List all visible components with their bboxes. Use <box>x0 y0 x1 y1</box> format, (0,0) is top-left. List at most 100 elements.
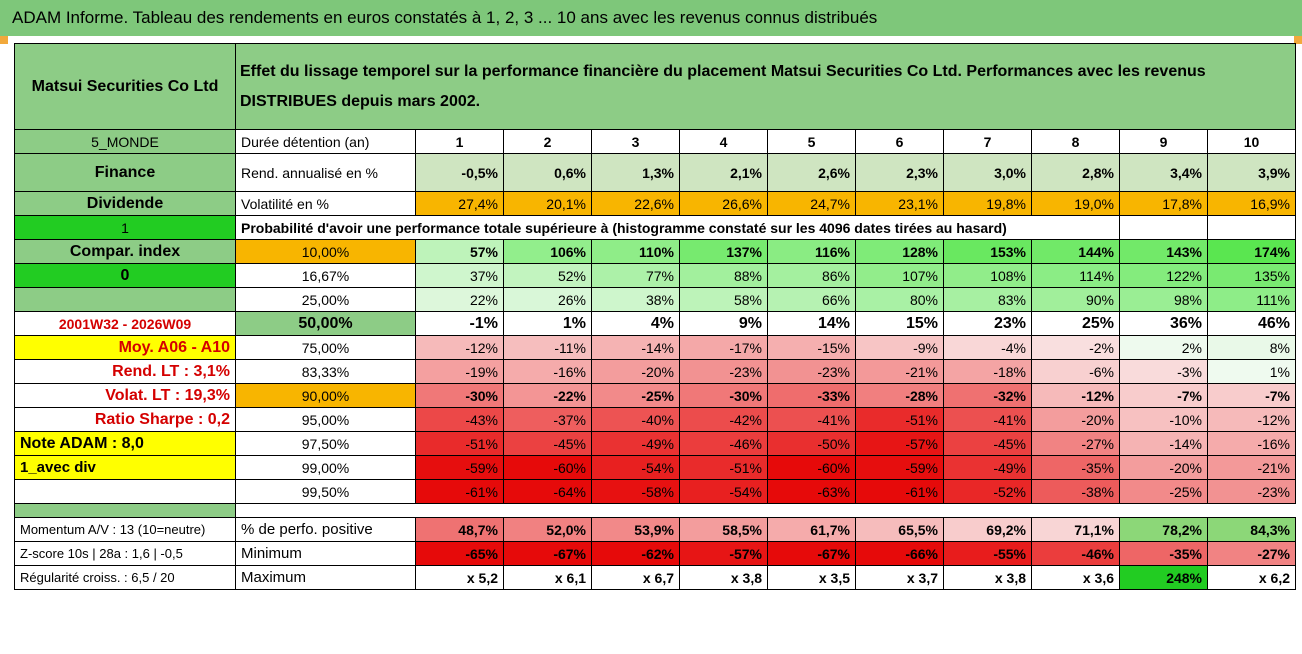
indicator-cell: Z-score 10s | 28a : 1,6 | -0,5 <box>14 541 236 566</box>
rend-cell: 3,4% <box>1119 153 1208 192</box>
percentile-cell: 90,00% <box>235 383 416 408</box>
percentile-cell: 50,00% <box>235 311 416 336</box>
value-cell: 135% <box>1207 263 1296 288</box>
value-cell: 107% <box>855 263 944 288</box>
value-cell: 8% <box>1207 335 1296 360</box>
value-cell: -4% <box>943 335 1032 360</box>
stat-cell: 61,7% <box>767 517 856 542</box>
value-cell: -12% <box>415 335 504 360</box>
vol-cell: 19,0% <box>1031 191 1120 216</box>
value-cell: -45% <box>943 431 1032 456</box>
value-cell: 46% <box>1207 311 1296 336</box>
vol-cell: 22,6% <box>591 191 680 216</box>
vol-cell: 17,8% <box>1119 191 1208 216</box>
value-cell: -58% <box>591 479 680 504</box>
value-cell: -23% <box>1207 479 1296 504</box>
side-info-cell: Ratio Sharpe : 0,2 <box>14 407 236 432</box>
value-cell: 25% <box>1031 311 1120 336</box>
rend-cell: -0,5% <box>415 153 504 192</box>
value-cell: 86% <box>767 263 856 288</box>
stat-cell: -55% <box>943 541 1032 566</box>
value-cell: 22% <box>415 287 504 312</box>
value-cell: -25% <box>591 383 680 408</box>
value-cell: 137% <box>679 239 768 264</box>
value-cell: -61% <box>855 479 944 504</box>
percentile-cell: 95,00% <box>235 407 416 432</box>
value-cell: 36% <box>1119 311 1208 336</box>
vol-cell: 27,4% <box>415 191 504 216</box>
value-cell: -30% <box>679 383 768 408</box>
year-cell: 3 <box>591 129 680 154</box>
indicator-cell: Momentum A/V : 13 (10=neutre) <box>14 517 236 542</box>
rend-cell: 2,6% <box>767 153 856 192</box>
zone-cell: 5_MONDE <box>14 129 236 154</box>
value-cell: -25% <box>1119 479 1208 504</box>
value-cell: 98% <box>1119 287 1208 312</box>
value-cell: -59% <box>855 455 944 480</box>
rend-cell: 3,0% <box>943 153 1032 192</box>
value-cell: -12% <box>1207 407 1296 432</box>
value-cell: -10% <box>1119 407 1208 432</box>
vol-cell: 19,8% <box>943 191 1032 216</box>
value-cell: -33% <box>767 383 856 408</box>
stat-cell: x 6,7 <box>591 565 680 590</box>
value-cell: -20% <box>1119 455 1208 480</box>
left-corner-marker <box>0 36 8 44</box>
value-cell: -2% <box>1031 335 1120 360</box>
value-cell: -20% <box>591 359 680 384</box>
value-cell: 116% <box>767 239 856 264</box>
stat-cell: x 3,6 <box>1031 565 1120 590</box>
value-cell: 153% <box>943 239 1032 264</box>
empty-cell <box>1207 215 1296 240</box>
side-info-cell: 2001W32 - 2026W09 <box>14 311 236 336</box>
value-cell: -64% <box>503 479 592 504</box>
rend-cell: 1,3% <box>591 153 680 192</box>
percentile-cell: 97,50% <box>235 431 416 456</box>
percentile-cell: 83,33% <box>235 359 416 384</box>
side-info-cell: Note ADAM : 8,0 <box>14 431 236 456</box>
year-cell: 8 <box>1031 129 1120 154</box>
rend-label: Rend. annualisé en % <box>235 153 416 192</box>
stat-cell: 69,2% <box>943 517 1032 542</box>
value-cell: 111% <box>1207 287 1296 312</box>
vol-cell: 26,6% <box>679 191 768 216</box>
vol-label: Volatilité en % <box>235 191 416 216</box>
value-cell: 143% <box>1119 239 1208 264</box>
value-cell: -17% <box>679 335 768 360</box>
bottom-label: Minimum <box>235 541 416 566</box>
flag-cell[interactable]: 1 <box>14 215 236 240</box>
value-cell: -19% <box>415 359 504 384</box>
value-cell: 2% <box>1119 335 1208 360</box>
value-cell: -57% <box>855 431 944 456</box>
percentile-cell: 75,00% <box>235 335 416 360</box>
value-cell: 38% <box>591 287 680 312</box>
value-cell: 1% <box>1207 359 1296 384</box>
value-cell: -11% <box>503 335 592 360</box>
bottom-label: % de perfo. positive <box>235 517 416 542</box>
value-cell: -51% <box>415 431 504 456</box>
value-cell: -41% <box>767 407 856 432</box>
side-info-cell <box>14 479 236 504</box>
year-cell: 4 <box>679 129 768 154</box>
stat-cell: x 3,7 <box>855 565 944 590</box>
value-cell: -35% <box>1031 455 1120 480</box>
stat-cell: x 5,2 <box>415 565 504 590</box>
value-cell: -40% <box>591 407 680 432</box>
year-cell: 10 <box>1207 129 1296 154</box>
value-cell: -59% <box>415 455 504 480</box>
value-cell: 110% <box>591 239 680 264</box>
year-cell: 2 <box>503 129 592 154</box>
value-cell: -49% <box>591 431 680 456</box>
stat-cell: 53,9% <box>591 517 680 542</box>
value-cell: 1% <box>503 311 592 336</box>
value-cell: -12% <box>1031 383 1120 408</box>
stat-cell: 48,7% <box>415 517 504 542</box>
value-cell: -14% <box>591 335 680 360</box>
year-cell: 1 <box>415 129 504 154</box>
value-cell: -14% <box>1119 431 1208 456</box>
vol-cell: 23,1% <box>855 191 944 216</box>
performance-table: Matsui Securities Co Ltd Effet du lissag… <box>14 43 1296 590</box>
value-cell: -16% <box>503 359 592 384</box>
value-cell: 57% <box>415 239 504 264</box>
stat-cell: 52,0% <box>503 517 592 542</box>
